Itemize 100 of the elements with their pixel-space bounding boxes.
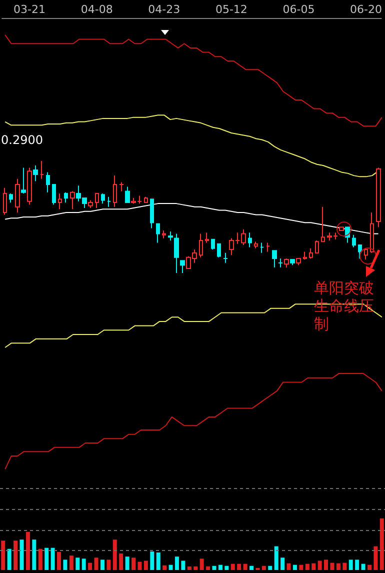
candlestick (315, 240, 319, 254)
bar (69, 556, 74, 570)
candlestick (9, 192, 13, 203)
candlestick (352, 234, 356, 248)
candlestick (162, 230, 166, 239)
candlestick (266, 242, 270, 252)
bar (355, 560, 360, 570)
bar (336, 563, 340, 570)
candlestick (180, 260, 185, 274)
x-tick-label: 03-21 (14, 3, 46, 16)
bar (230, 564, 235, 570)
candlestick (33, 164, 38, 182)
bar (305, 564, 310, 570)
candlestick (205, 232, 209, 244)
bar (168, 564, 173, 570)
bar (138, 562, 142, 570)
bar (274, 546, 278, 570)
bar (312, 563, 316, 570)
candlestick (272, 250, 277, 268)
candlestick (217, 243, 221, 258)
candlestick (144, 196, 148, 203)
candlestick (95, 192, 99, 209)
candlestick (52, 184, 56, 206)
bar (224, 566, 229, 570)
bar (1, 540, 6, 570)
bar (348, 560, 353, 570)
x-tick-label: 04-08 (80, 3, 113, 16)
candlestick (211, 238, 215, 250)
bar (237, 564, 242, 570)
candlestick (290, 259, 295, 266)
bar (20, 540, 24, 570)
bar (26, 532, 30, 570)
x-tick-label: 04-23 (148, 3, 180, 16)
candlestick (296, 258, 301, 266)
candlestick (27, 167, 32, 206)
candlestick (113, 175, 117, 208)
bar (144, 560, 148, 570)
bar (280, 558, 285, 570)
bar (268, 566, 272, 570)
bar (181, 560, 186, 570)
bar (299, 564, 304, 570)
bar (374, 546, 378, 570)
candlestick (364, 248, 368, 260)
bar (63, 560, 68, 570)
candlestick (174, 233, 179, 274)
bar (44, 548, 49, 570)
bar (112, 540, 117, 570)
bar (100, 560, 104, 570)
candlestick (284, 258, 289, 268)
candlestick (119, 182, 124, 192)
bar (380, 518, 384, 570)
candlestick (278, 258, 283, 268)
candlestick (101, 192, 105, 204)
x-tick-label: 05-12 (215, 3, 248, 16)
candlestick (46, 172, 50, 193)
candlestick (125, 186, 130, 203)
candlestick (248, 232, 252, 248)
candlestick (70, 190, 75, 210)
bar (330, 562, 334, 570)
bar (162, 565, 167, 570)
candlestick (15, 178, 20, 214)
bar (206, 566, 210, 570)
bar (7, 548, 12, 570)
candlestick (321, 206, 325, 242)
bar (187, 566, 192, 570)
candlestick (88, 200, 93, 209)
bar (32, 540, 36, 570)
bar (106, 560, 111, 570)
candlestick (260, 242, 264, 254)
bar (200, 558, 204, 570)
bar (194, 566, 198, 570)
bar (94, 558, 98, 570)
bar (212, 566, 216, 570)
bar (262, 566, 266, 570)
x-tick-label: 06-05 (282, 3, 315, 16)
bar (367, 564, 372, 570)
candlestick (339, 226, 344, 231)
bar (342, 562, 347, 570)
bar (318, 560, 322, 570)
candlestick (150, 198, 154, 229)
bar (76, 558, 80, 570)
candlestick (303, 251, 307, 260)
bar (324, 560, 328, 570)
candlestick (309, 248, 313, 259)
candlestick (64, 192, 68, 203)
annotation: 0.2900 (1, 133, 43, 147)
candlestick (358, 244, 362, 259)
bar (132, 558, 136, 570)
bar (292, 564, 297, 570)
candlestick (376, 167, 381, 228)
candlestick (254, 241, 258, 249)
bar (82, 558, 86, 570)
candlestick (156, 223, 160, 244)
bar (56, 552, 61, 570)
bar (119, 553, 124, 570)
candlestick (370, 212, 374, 254)
candlestick (199, 233, 203, 258)
bar (150, 551, 154, 570)
candlestick (21, 167, 26, 194)
bar (125, 556, 130, 570)
